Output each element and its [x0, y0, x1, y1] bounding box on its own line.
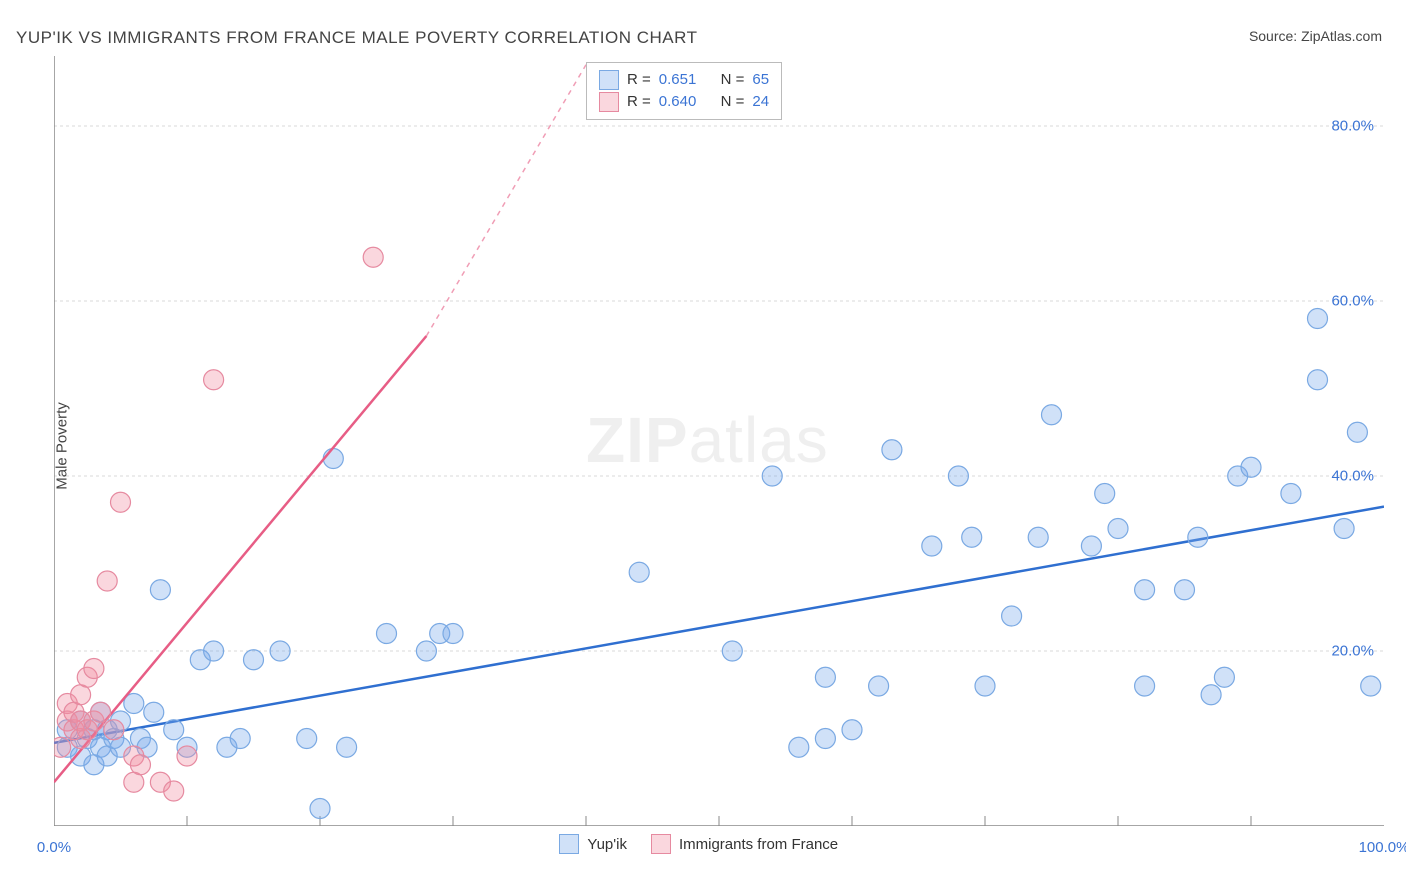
source-attribution: Source: ZipAtlas.com	[1249, 28, 1382, 44]
legend-item: Immigrants from France	[651, 834, 838, 854]
legend-label: Yup'ik	[587, 836, 627, 853]
legend-item: Yup'ik	[559, 834, 627, 854]
stat-r-label: R =	[627, 91, 651, 113]
correlation-stats-box: R = 0.651 N = 65 R = 0.640 N = 24	[586, 62, 782, 120]
stat-n-value: 65	[752, 69, 769, 91]
chart-title: YUP'IK VS IMMIGRANTS FROM FRANCE MALE PO…	[16, 28, 697, 48]
stat-r-value: 0.651	[659, 69, 697, 91]
stat-n-label: N =	[721, 91, 745, 113]
stat-row: R = 0.640 N = 24	[599, 91, 769, 113]
legend-swatch	[559, 834, 579, 854]
series-swatch	[599, 70, 619, 90]
y-tick-label: 20.0%	[1331, 643, 1374, 660]
series-swatch	[599, 92, 619, 112]
stat-r-value: 0.640	[659, 91, 697, 113]
scatter-plot: ZIPatlas 20.0%40.0%60.0%80.0%0.0%100.0%	[54, 56, 1384, 826]
y-tick-label: 40.0%	[1331, 468, 1374, 485]
stat-row: R = 0.651 N = 65	[599, 69, 769, 91]
source-name: ZipAtlas.com	[1301, 28, 1382, 44]
source-prefix: Source:	[1249, 28, 1301, 44]
y-tick-label: 80.0%	[1331, 118, 1374, 135]
stat-n-value: 24	[752, 91, 769, 113]
legend-label: Immigrants from France	[679, 836, 838, 853]
plot-svg	[54, 56, 1384, 826]
x-tick-label: 100.0%	[1359, 839, 1406, 856]
legend-swatch	[651, 834, 671, 854]
stat-n-label: N =	[721, 69, 745, 91]
stat-r-label: R =	[627, 69, 651, 91]
y-tick-label: 60.0%	[1331, 293, 1374, 310]
bottom-legend: Yup'ik Immigrants from France	[559, 834, 838, 854]
x-tick-label: 0.0%	[37, 839, 71, 856]
